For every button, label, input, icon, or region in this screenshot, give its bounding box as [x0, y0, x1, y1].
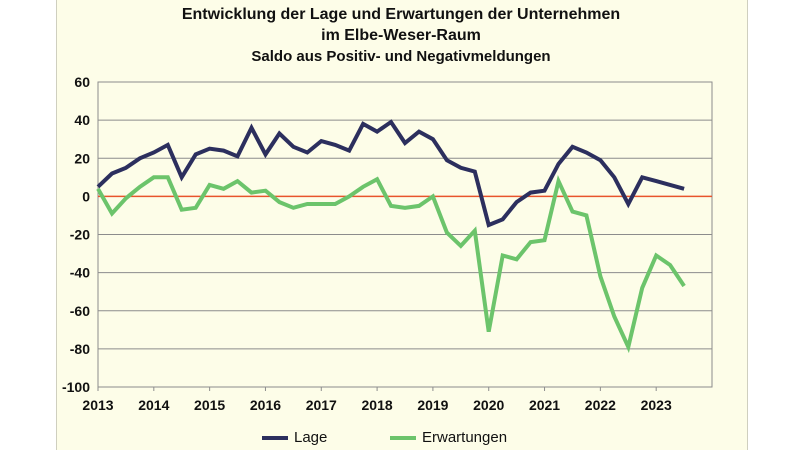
legend: Lage Erwartungen: [0, 429, 800, 447]
y-tick-label: 60: [74, 74, 90, 90]
chart-subtitle: Saldo aus Positiv- und Negativmeldungen: [251, 48, 551, 65]
legend-label-erwartungen: Erwartungen: [422, 429, 508, 446]
chart-background: [56, 0, 748, 450]
y-tick-label: 0: [82, 188, 90, 204]
series-line-erwartungen: [96, 174, 686, 354]
legend-label-lage: Lage: [294, 429, 328, 446]
x-tick-label: 2016: [250, 397, 281, 413]
legend-item-erwartungen: Erwartungen: [390, 429, 507, 446]
series-line-lage: [96, 119, 685, 228]
y-tick-label: -20: [70, 227, 90, 243]
x-tick-label: 2021: [529, 397, 560, 413]
x-tick-label: 2018: [362, 397, 393, 413]
y-tick-label: -80: [70, 341, 90, 357]
chart-title-line2: im Elbe-Weser-Raum: [321, 27, 481, 44]
x-tick-label: 2015: [194, 397, 225, 413]
y-tick-label: -40: [70, 265, 90, 281]
x-tick-label: 2013: [82, 397, 113, 413]
x-tick-label: 2022: [585, 397, 616, 413]
y-tick-label: -100: [62, 379, 90, 395]
x-tick-label: 2019: [417, 397, 448, 413]
y-tick-label: 40: [74, 112, 90, 128]
x-tick-label: 2017: [306, 397, 337, 413]
y-tick-label: 20: [74, 150, 90, 166]
chart-title: Entwicklung der Lage und Erwartungen der…: [181, 6, 621, 23]
x-tick-label: 2023: [641, 397, 672, 413]
legend-swatch-erwartungen: [390, 435, 416, 440]
legend-swatch-lage: [262, 435, 288, 440]
x-tick-label: 2014: [138, 397, 169, 413]
y-tick-label: -60: [70, 303, 90, 319]
legend-item-lage: Lage: [262, 429, 327, 446]
x-tick-label: 2020: [473, 397, 504, 413]
